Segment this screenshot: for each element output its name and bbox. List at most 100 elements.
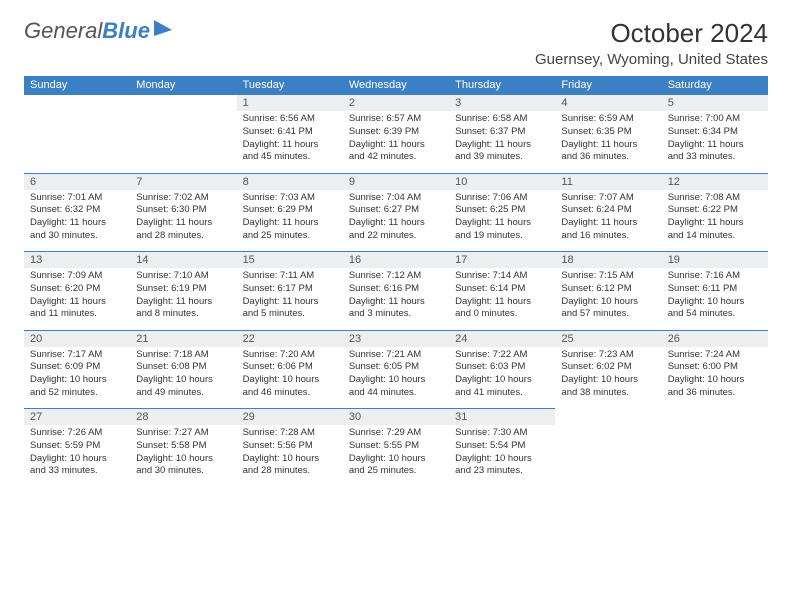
day-number-cell xyxy=(555,409,661,426)
sunset-text: Sunset: 6:09 PM xyxy=(30,361,124,374)
day-number-cell: 4 xyxy=(555,95,661,112)
day-number-cell: 14 xyxy=(130,252,236,269)
day-number-cell: 6 xyxy=(24,173,130,190)
sunset-text: Sunset: 6:34 PM xyxy=(668,126,762,139)
day-number-cell: 24 xyxy=(449,330,555,347)
page-header: GeneralBlue October 2024 Guernsey, Wyomi… xyxy=(24,18,768,68)
day-header: Friday xyxy=(555,76,661,95)
day-number-cell: 23 xyxy=(343,330,449,347)
daylight-text: Daylight: 10 hours and 44 minutes. xyxy=(349,374,443,400)
sunrise-text: Sunrise: 7:07 AM xyxy=(561,192,655,205)
sunrise-text: Sunrise: 7:10 AM xyxy=(136,270,230,283)
detail-row: Sunrise: 7:09 AMSunset: 6:20 PMDaylight:… xyxy=(24,268,768,330)
day-detail-cell xyxy=(130,111,236,173)
day-header: Wednesday xyxy=(343,76,449,95)
sunset-text: Sunset: 6:06 PM xyxy=(243,361,337,374)
daylight-text: Daylight: 11 hours and 33 minutes. xyxy=(668,139,762,165)
day-detail-cell: Sunrise: 7:06 AMSunset: 6:25 PMDaylight:… xyxy=(449,190,555,252)
day-number-cell: 12 xyxy=(662,173,768,190)
sunrise-text: Sunrise: 7:00 AM xyxy=(668,113,762,126)
location-label: Guernsey, Wyoming, United States xyxy=(535,51,768,68)
day-number-cell: 8 xyxy=(237,173,343,190)
day-detail-cell: Sunrise: 7:02 AMSunset: 6:30 PMDaylight:… xyxy=(130,190,236,252)
sunrise-text: Sunrise: 7:09 AM xyxy=(30,270,124,283)
sunrise-text: Sunrise: 7:04 AM xyxy=(349,192,443,205)
sunrise-text: Sunrise: 6:58 AM xyxy=(455,113,549,126)
day-number-cell: 19 xyxy=(662,252,768,269)
day-number-cell: 17 xyxy=(449,252,555,269)
day-detail-cell: Sunrise: 7:07 AMSunset: 6:24 PMDaylight:… xyxy=(555,190,661,252)
day-number-cell: 20 xyxy=(24,330,130,347)
sunset-text: Sunset: 5:55 PM xyxy=(349,440,443,453)
logo-word2: Blue xyxy=(102,18,150,43)
sunset-text: Sunset: 6:41 PM xyxy=(243,126,337,139)
daynum-row: 13141516171819 xyxy=(24,252,768,269)
day-detail-cell: Sunrise: 7:00 AMSunset: 6:34 PMDaylight:… xyxy=(662,111,768,173)
day-detail-cell: Sunrise: 6:59 AMSunset: 6:35 PMDaylight:… xyxy=(555,111,661,173)
daylight-text: Daylight: 11 hours and 5 minutes. xyxy=(243,296,337,322)
daylight-text: Daylight: 11 hours and 11 minutes. xyxy=(30,296,124,322)
daylight-text: Daylight: 11 hours and 0 minutes. xyxy=(455,296,549,322)
sunrise-text: Sunrise: 7:08 AM xyxy=(668,192,762,205)
sunset-text: Sunset: 6:08 PM xyxy=(136,361,230,374)
day-detail-cell: Sunrise: 7:08 AMSunset: 6:22 PMDaylight:… xyxy=(662,190,768,252)
daylight-text: Daylight: 11 hours and 30 minutes. xyxy=(30,217,124,243)
sunrise-text: Sunrise: 7:30 AM xyxy=(455,427,549,440)
detail-row: Sunrise: 6:56 AMSunset: 6:41 PMDaylight:… xyxy=(24,111,768,173)
sunset-text: Sunset: 6:32 PM xyxy=(30,204,124,217)
sunrise-text: Sunrise: 6:59 AM xyxy=(561,113,655,126)
day-number-cell xyxy=(24,95,130,112)
sunset-text: Sunset: 5:54 PM xyxy=(455,440,549,453)
daylight-text: Daylight: 11 hours and 42 minutes. xyxy=(349,139,443,165)
day-detail-cell: Sunrise: 7:24 AMSunset: 6:00 PMDaylight:… xyxy=(662,347,768,409)
sunrise-text: Sunrise: 7:27 AM xyxy=(136,427,230,440)
day-number-cell xyxy=(130,95,236,112)
day-detail-cell xyxy=(24,111,130,173)
detail-row: Sunrise: 7:26 AMSunset: 5:59 PMDaylight:… xyxy=(24,425,768,487)
sunrise-text: Sunrise: 7:01 AM xyxy=(30,192,124,205)
sunrise-text: Sunrise: 7:24 AM xyxy=(668,349,762,362)
day-detail-cell: Sunrise: 7:10 AMSunset: 6:19 PMDaylight:… xyxy=(130,268,236,330)
daylight-text: Daylight: 11 hours and 14 minutes. xyxy=(668,217,762,243)
day-number-cell: 3 xyxy=(449,95,555,112)
sunrise-text: Sunrise: 7:26 AM xyxy=(30,427,124,440)
day-header: Monday xyxy=(130,76,236,95)
day-detail-cell: Sunrise: 7:01 AMSunset: 6:32 PMDaylight:… xyxy=(24,190,130,252)
sunrise-text: Sunrise: 7:06 AM xyxy=(455,192,549,205)
daylight-text: Daylight: 10 hours and 33 minutes. xyxy=(30,453,124,479)
sunrise-text: Sunrise: 7:02 AM xyxy=(136,192,230,205)
daylight-text: Daylight: 11 hours and 36 minutes. xyxy=(561,139,655,165)
daylight-text: Daylight: 10 hours and 25 minutes. xyxy=(349,453,443,479)
daylight-text: Daylight: 10 hours and 57 minutes. xyxy=(561,296,655,322)
sunset-text: Sunset: 6:17 PM xyxy=(243,283,337,296)
day-detail-cell: Sunrise: 7:22 AMSunset: 6:03 PMDaylight:… xyxy=(449,347,555,409)
day-number-cell: 22 xyxy=(237,330,343,347)
day-number-cell: 25 xyxy=(555,330,661,347)
daynum-row: 2728293031 xyxy=(24,409,768,426)
sunset-text: Sunset: 5:58 PM xyxy=(136,440,230,453)
sunset-text: Sunset: 6:05 PM xyxy=(349,361,443,374)
sunset-text: Sunset: 6:02 PM xyxy=(561,361,655,374)
sunset-text: Sunset: 6:22 PM xyxy=(668,204,762,217)
day-detail-cell xyxy=(555,425,661,487)
logo-triangle-icon xyxy=(154,20,172,36)
daylight-text: Daylight: 11 hours and 16 minutes. xyxy=(561,217,655,243)
day-detail-cell: Sunrise: 7:23 AMSunset: 6:02 PMDaylight:… xyxy=(555,347,661,409)
day-number-cell: 7 xyxy=(130,173,236,190)
day-number-cell: 11 xyxy=(555,173,661,190)
sunset-text: Sunset: 5:59 PM xyxy=(30,440,124,453)
daylight-text: Daylight: 10 hours and 46 minutes. xyxy=(243,374,337,400)
day-header: Saturday xyxy=(662,76,768,95)
day-number-cell: 16 xyxy=(343,252,449,269)
day-detail-cell: Sunrise: 7:18 AMSunset: 6:08 PMDaylight:… xyxy=(130,347,236,409)
daylight-text: Daylight: 10 hours and 49 minutes. xyxy=(136,374,230,400)
day-detail-cell: Sunrise: 6:56 AMSunset: 6:41 PMDaylight:… xyxy=(237,111,343,173)
logo-word1: General xyxy=(24,18,102,43)
daynum-row: 20212223242526 xyxy=(24,330,768,347)
daylight-text: Daylight: 10 hours and 38 minutes. xyxy=(561,374,655,400)
sunset-text: Sunset: 6:19 PM xyxy=(136,283,230,296)
day-number-cell: 18 xyxy=(555,252,661,269)
day-number-cell: 31 xyxy=(449,409,555,426)
detail-row: Sunrise: 7:17 AMSunset: 6:09 PMDaylight:… xyxy=(24,347,768,409)
day-detail-cell: Sunrise: 7:11 AMSunset: 6:17 PMDaylight:… xyxy=(237,268,343,330)
